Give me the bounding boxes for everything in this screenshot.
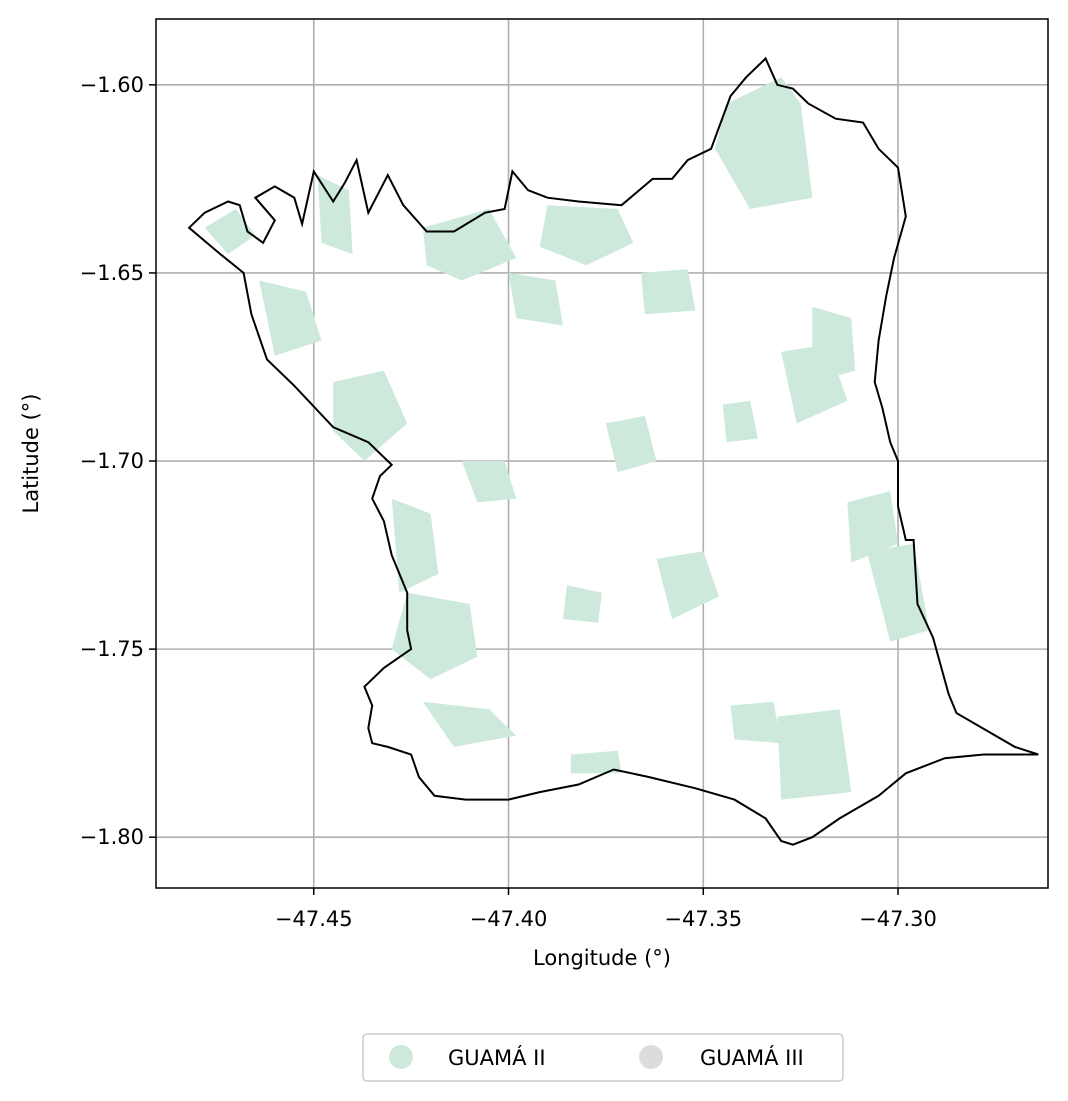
plot-area: [155, 18, 1049, 889]
region-patch-6: [333, 370, 408, 461]
x-tick-label-1: −47.40: [470, 907, 548, 931]
region-patch-3: [539, 205, 634, 266]
region-patch-4: [715, 77, 813, 209]
y-tick-label-1: −1.65: [80, 261, 144, 285]
region-patch-16: [777, 709, 852, 800]
legend-marker-guama-ii: [389, 1045, 413, 1069]
y-tick-label-3: −1.75: [80, 637, 144, 661]
x-axis-ticks: −47.45 −47.40 −47.35 −47.30: [275, 888, 937, 931]
region-patch-22: [605, 415, 657, 473]
region-patch-2: [422, 209, 517, 281]
region-patch-21: [461, 461, 517, 503]
region-patch-13: [781, 344, 848, 424]
region-patch-14: [847, 491, 898, 563]
legend: GUAMÁ II GUAMÁ III: [362, 1033, 844, 1082]
forest-regions: [204, 77, 930, 800]
region-patch-18: [570, 750, 622, 774]
region-patch-0: [204, 209, 256, 255]
x-tick-label-2: −47.35: [664, 907, 742, 931]
region-patch-10: [656, 551, 719, 619]
region-patch-5: [259, 280, 322, 356]
y-axis-label: Latitude (°): [19, 394, 43, 514]
region-patch-15: [866, 543, 930, 642]
region-patch-23: [722, 400, 758, 443]
region-patch-17: [730, 701, 782, 744]
plot-background: [156, 19, 1048, 888]
region-patch-7: [391, 498, 439, 593]
region-patch-20: [641, 269, 696, 315]
grid-lines: [156, 19, 1048, 888]
legend-marker-guama-iii: [639, 1045, 663, 1069]
y-axis-ticks: −1.60 −1.65 −1.70 −1.75 −1.80: [80, 73, 156, 849]
region-patch-9: [422, 701, 517, 747]
y-tick-label-2: −1.70: [80, 449, 144, 473]
plot-frame: [155, 18, 1049, 889]
region-patch-19: [508, 272, 563, 326]
x-tick-label-0: −47.45: [275, 907, 353, 931]
legend-label-guama-ii: GUAMÁ II: [448, 1045, 546, 1070]
region-patch-8: [391, 592, 478, 680]
x-tick-label-3: −47.30: [859, 907, 937, 931]
legend-frame: [362, 1033, 844, 1082]
y-tick-label-0: −1.60: [80, 73, 144, 97]
y-tick-label-4: −1.80: [80, 825, 144, 849]
x-axis-label: Longitude (°): [533, 946, 671, 970]
region-patch-11: [563, 585, 602, 623]
region-patch-1: [317, 175, 353, 255]
legend-label-guama-iii: GUAMÁ III: [700, 1045, 804, 1070]
municipality-boundary: [187, 56, 1039, 846]
